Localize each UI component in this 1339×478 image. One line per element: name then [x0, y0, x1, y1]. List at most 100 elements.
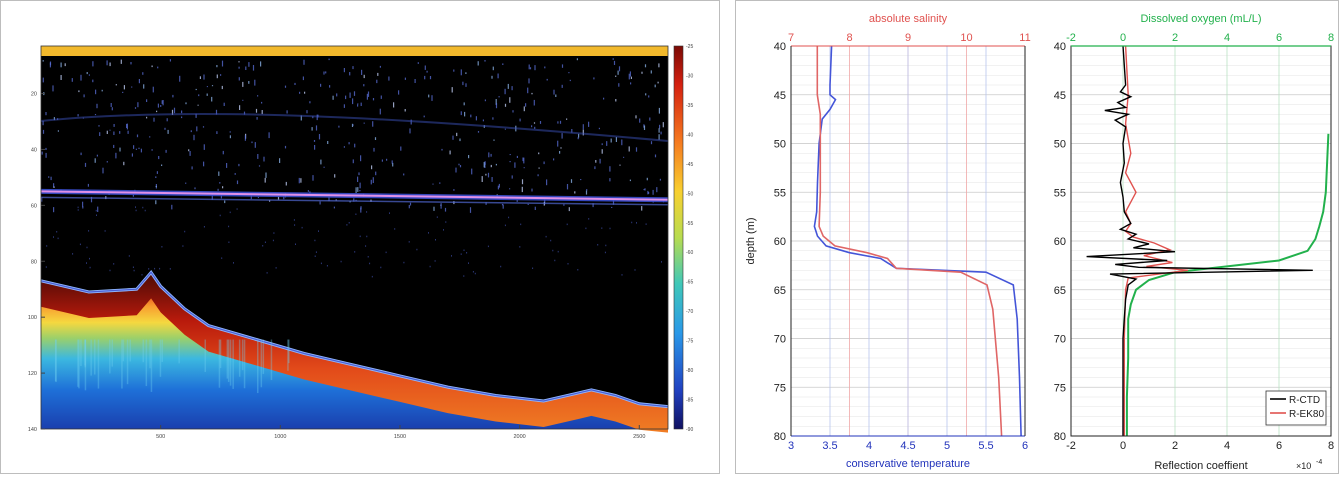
noise-speck	[523, 167, 525, 169]
noise-speck	[185, 102, 187, 105]
noise-speck	[431, 95, 433, 101]
noise-speck	[96, 103, 98, 109]
noise-speck	[298, 177, 300, 184]
noise-speck	[563, 204, 565, 206]
noise-speck	[652, 189, 654, 195]
noise-speck	[263, 156, 265, 162]
r-ctd-line	[1086, 45, 1313, 436]
noise-speck	[662, 122, 664, 128]
noise-speck	[228, 241, 230, 243]
noise-speck	[520, 223, 522, 226]
noise-speck	[529, 67, 532, 70]
noise-speck	[613, 60, 616, 65]
noise-speck	[531, 188, 533, 192]
seabed-streak	[109, 339, 111, 374]
bottom-tick-label: 2	[1172, 440, 1178, 452]
noise-speck	[495, 99, 497, 105]
noise-speck	[64, 63, 66, 67]
noise-speck	[171, 109, 174, 115]
noise-speck	[194, 187, 196, 190]
noise-speck	[77, 209, 79, 211]
noise-speck	[645, 93, 647, 96]
noise-speck	[86, 72, 88, 75]
noise-speck	[153, 117, 155, 122]
noise-speck	[363, 122, 365, 124]
noise-speck	[481, 176, 483, 182]
noise-speck	[357, 176, 359, 182]
noise-speck	[371, 275, 373, 278]
noise-speck	[508, 216, 510, 219]
noise-speck	[223, 102, 225, 106]
noise-speck	[588, 218, 590, 220]
noise-speck	[352, 98, 354, 105]
noise-speck	[315, 251, 317, 253]
noise-speck	[392, 162, 394, 167]
noise-speck	[609, 178, 611, 182]
noise-speck	[468, 262, 469, 264]
noise-speck	[451, 87, 453, 93]
noise-speck	[566, 118, 568, 120]
noise-speck	[257, 154, 259, 159]
noise-speck	[86, 262, 87, 264]
noise-speck	[262, 245, 264, 247]
noise-speck	[352, 159, 354, 164]
noise-speck	[203, 161, 205, 167]
noise-speck	[426, 70, 428, 73]
noise-speck	[48, 176, 50, 178]
noise-speck	[211, 96, 213, 102]
noise-speck	[94, 158, 96, 163]
noise-speck	[545, 235, 547, 238]
noise-speck	[155, 185, 157, 188]
noise-speck	[657, 81, 659, 84]
noise-speck	[233, 262, 234, 264]
seabed-line-inner	[40, 271, 669, 408]
noise-speck	[359, 190, 361, 192]
noise-speck	[394, 228, 396, 230]
colorbar-tick-label: -70	[686, 309, 693, 315]
noise-speck	[260, 61, 262, 67]
noise-speck	[366, 235, 368, 238]
noise-speck	[511, 175, 513, 179]
noise-speck	[386, 158, 388, 161]
noise-speck	[99, 132, 101, 136]
noise-speck	[366, 211, 368, 213]
noise-speck	[354, 251, 356, 253]
noise-speck	[336, 93, 338, 97]
noise-speck	[79, 243, 81, 246]
noise-speck	[561, 84, 563, 88]
noise-speck	[534, 206, 536, 210]
noise-speck	[621, 274, 623, 276]
noise-speck	[370, 179, 372, 185]
noise-speck	[462, 81, 464, 86]
noise-speck	[226, 163, 228, 168]
noise-speck	[53, 236, 54, 238]
noise-speck	[372, 177, 374, 183]
noise-speck	[57, 237, 59, 240]
noise-speck	[234, 173, 236, 175]
noise-speck	[504, 224, 506, 227]
noise-speck	[487, 172, 490, 178]
noise-speck	[318, 134, 321, 140]
top-tick-label: 2	[1172, 32, 1178, 44]
noise-speck	[429, 265, 431, 268]
noise-speck	[77, 206, 79, 209]
noise-speck	[328, 197, 330, 202]
noise-speck	[658, 63, 660, 68]
noise-speck	[559, 151, 561, 154]
echogram-frame	[40, 45, 669, 430]
noise-speck	[323, 166, 325, 168]
noise-speck	[89, 257, 90, 260]
legend: R-CTD R-EK80	[1265, 390, 1327, 426]
noise-speck	[158, 156, 160, 160]
noise-speck	[315, 125, 318, 131]
noise-speck	[543, 161, 545, 165]
noise-speck	[151, 65, 153, 68]
noise-speck	[120, 59, 122, 64]
noise-speck	[216, 65, 218, 68]
seabed-fill	[41, 272, 668, 429]
noise-speck	[255, 108, 258, 113]
y-tick-label: 70	[774, 334, 786, 346]
noise-speck	[179, 75, 181, 82]
noise-speck	[154, 267, 156, 270]
noise-speck	[363, 84, 365, 87]
